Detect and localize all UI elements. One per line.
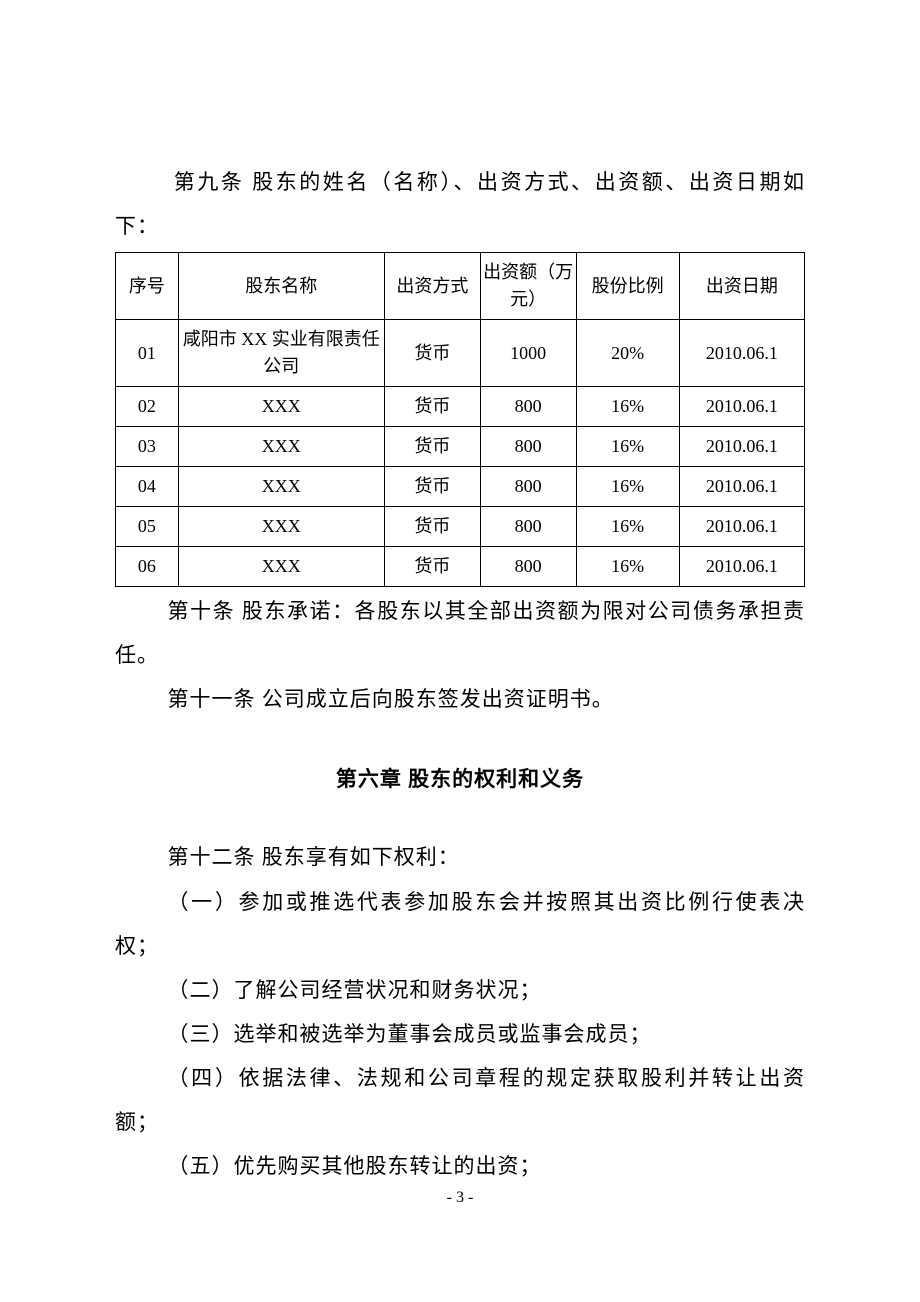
table-row: 04 XXX 货币 800 16% 2010.06.1 — [116, 467, 805, 507]
cell-date: 2010.06.1 — [679, 507, 804, 547]
cell-seq: 01 — [116, 320, 179, 387]
right-item-4: （四）依据法律、法规和公司章程的规定获取股利并转让出资额； — [115, 1056, 805, 1144]
cell-method: 货币 — [384, 427, 480, 467]
shareholders-table: 序号 股东名称 出资方式 出资额（万元） 股份比例 出资日期 01 咸阳市 XX… — [115, 252, 805, 587]
cell-name: XXX — [178, 467, 384, 507]
cell-method: 货币 — [384, 320, 480, 387]
cell-name: XXX — [178, 507, 384, 547]
page-number: - 3 - — [0, 1189, 920, 1207]
cell-seq: 02 — [116, 387, 179, 427]
cell-amount: 800 — [480, 547, 576, 587]
cell-name: XXX — [178, 547, 384, 587]
cell-name: XXX — [178, 427, 384, 467]
cell-amount: 800 — [480, 427, 576, 467]
col-header-seq: 序号 — [116, 253, 179, 320]
cell-date: 2010.06.1 — [679, 427, 804, 467]
cell-date: 2010.06.1 — [679, 387, 804, 427]
cell-amount: 800 — [480, 467, 576, 507]
cell-name: 咸阳市 XX 实业有限责任公司 — [178, 320, 384, 387]
chapter-6-title: 第六章 股东的权利和义务 — [115, 763, 805, 793]
cell-method: 货币 — [384, 547, 480, 587]
col-header-date: 出资日期 — [679, 253, 804, 320]
table-header-row: 序号 股东名称 出资方式 出资额（万元） 股份比例 出资日期 — [116, 253, 805, 320]
table-row: 06 XXX 货币 800 16% 2010.06.1 — [116, 547, 805, 587]
table-row: 05 XXX 货币 800 16% 2010.06.1 — [116, 507, 805, 547]
cell-ratio: 16% — [576, 467, 679, 507]
right-item-2: （二）了解公司经营状况和财务状况； — [115, 968, 805, 1012]
cell-amount: 1000 — [480, 320, 576, 387]
cell-seq: 04 — [116, 467, 179, 507]
cell-ratio: 16% — [576, 507, 679, 547]
article-10-text: 第十条 股东承诺：各股东以其全部出资额为限对公司债务承担责任。 — [115, 589, 805, 677]
cell-seq: 06 — [116, 547, 179, 587]
table-row: 03 XXX 货币 800 16% 2010.06.1 — [116, 427, 805, 467]
cell-ratio: 20% — [576, 320, 679, 387]
right-item-5: （五）优先购买其他股东转让的出资； — [115, 1144, 805, 1188]
table-row: 01 咸阳市 XX 实业有限责任公司 货币 1000 20% 2010.06.1 — [116, 320, 805, 387]
article-9-text: 第九条 股东的姓名（名称）、出资方式、出资额、出资日期如下： — [115, 160, 805, 248]
right-item-1: （一）参加或推选代表参加股东会并按照其出资比例行使表决权； — [115, 880, 805, 968]
col-header-method: 出资方式 — [384, 253, 480, 320]
col-header-amount: 出资额（万元） — [480, 253, 576, 320]
article-12-intro: 第十二条 股东享有如下权利： — [115, 835, 805, 879]
right-item-3: （三）选举和被选举为董事会成员或监事会成员； — [115, 1012, 805, 1056]
cell-date: 2010.06.1 — [679, 547, 804, 587]
cell-method: 货币 — [384, 507, 480, 547]
cell-amount: 800 — [480, 387, 576, 427]
cell-ratio: 16% — [576, 427, 679, 467]
cell-name: XXX — [178, 387, 384, 427]
cell-amount: 800 — [480, 507, 576, 547]
cell-method: 货币 — [384, 387, 480, 427]
cell-method: 货币 — [384, 467, 480, 507]
cell-seq: 03 — [116, 427, 179, 467]
table-row: 02 XXX 货币 800 16% 2010.06.1 — [116, 387, 805, 427]
cell-ratio: 16% — [576, 387, 679, 427]
cell-date: 2010.06.1 — [679, 467, 804, 507]
cell-ratio: 16% — [576, 547, 679, 587]
col-header-ratio: 股份比例 — [576, 253, 679, 320]
cell-date: 2010.06.1 — [679, 320, 804, 387]
col-header-name: 股东名称 — [178, 253, 384, 320]
article-11-text: 第十一条 公司成立后向股东签发出资证明书。 — [115, 677, 805, 721]
cell-seq: 05 — [116, 507, 179, 547]
